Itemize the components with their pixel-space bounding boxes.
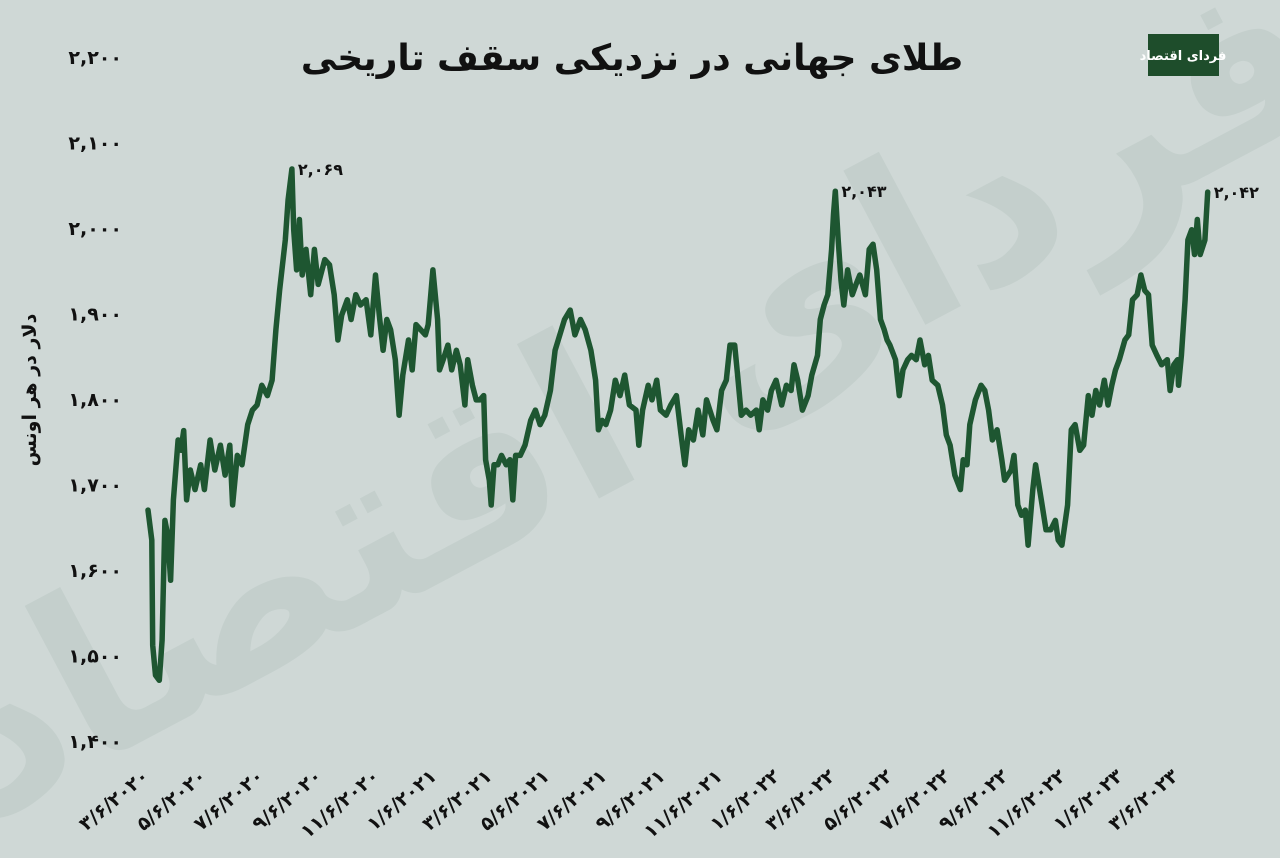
y-tick-label: ۲,۱۰۰	[68, 133, 122, 155]
y-tick-label: ۱,۶۰۰	[68, 560, 122, 582]
logo-text: فردای اقتصاد	[1140, 49, 1227, 64]
price-line	[145, 166, 1211, 684]
y-tick-label: ۲,۰۰۰	[68, 218, 122, 240]
y-axis: ۱,۴۰۰ ۱,۵۰۰ ۱,۶۰۰ ۱,۷۰۰ ۱,۸۰۰ ۱,۹۰۰ ۲,۰۰۰ ۲,۱۰۰…	[68, 47, 122, 753]
y-tick-label: ۱,۷۰۰	[68, 475, 122, 497]
y-tick-label: ۱,۸۰۰	[68, 389, 122, 411]
peak-annotation: ۲,۰۴۳	[841, 182, 886, 201]
annotations: ۲,۰۶۹ ۲,۰۴۳ ۲,۰۴۲	[298, 160, 1259, 202]
x-axis: ۳/۶/۲۰۲۰۵/۶/۲۰۲۰۷/۶/۲۰۲۰۹/۶/۲۰۲۰۱۱/۶/۲۰۲…	[75, 765, 1183, 843]
logo-background	[1148, 34, 1219, 76]
logo: فردای اقتصاد	[1140, 34, 1227, 76]
y-axis-label: دلار در هر اونس	[19, 313, 41, 466]
y-tick-label: ۱,۹۰۰	[68, 304, 122, 326]
y-tick-label: ۱,۵۰۰	[68, 646, 122, 668]
y-tick-label: ۲,۲۰۰	[68, 47, 122, 69]
peak-annotation: ۲,۰۶۹	[298, 160, 343, 179]
y-tick-label: ۱,۴۰۰	[68, 731, 122, 753]
peak-annotation: ۲,۰۴۲	[1214, 183, 1259, 202]
series	[145, 166, 1211, 684]
chart-title: طلای جهانی در نزدیکی سقف تاریخی	[301, 38, 963, 79]
